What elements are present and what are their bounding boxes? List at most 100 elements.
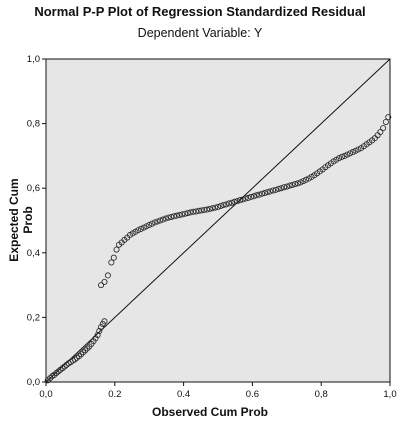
chart-subtitle: Dependent Variable: Y [137,26,263,40]
data-point [96,327,103,334]
x-tick-label: 0,8 [315,389,328,400]
data-point [110,254,117,261]
data-point [303,176,310,183]
data-point [256,191,263,198]
data-point [223,201,230,208]
data-point [154,218,161,225]
data-point [286,182,293,189]
data-point [47,375,54,382]
data-point [300,178,307,185]
data-point [289,181,296,188]
data-point [203,206,210,213]
data-point [184,210,191,217]
data-point [187,209,194,216]
data-point [297,179,304,186]
data-point [355,146,362,153]
data-point [190,208,197,215]
data-point [108,259,115,266]
data-point [181,210,188,217]
x-tick-label: 1,0 [383,389,396,400]
y-tick-label: 1,0 [27,54,40,65]
data-point [173,212,180,219]
data-point [278,185,285,192]
data-point [104,272,111,279]
data-point [261,190,268,197]
data-point [250,193,257,200]
y-tick-label: 0,4 [27,248,40,259]
data-point [137,225,144,232]
data-point [242,195,249,202]
x-tick-label: 0.2 [108,389,121,400]
data-point [92,335,99,342]
data-point [228,199,235,206]
data-point [336,155,343,162]
data-point [143,223,150,230]
data-point [176,212,183,219]
data-point [214,203,221,210]
data-point [272,186,279,193]
data-point [140,224,147,231]
data-point [253,192,260,199]
data-point [226,200,233,207]
data-point [82,347,89,354]
data-point [245,194,252,201]
y-tick-label: 0,6 [27,183,40,194]
data-point [198,207,205,214]
data-point [283,183,290,190]
data-point [377,128,384,135]
data-point [162,215,169,222]
data-point [270,187,277,194]
data-point [344,151,351,158]
data-point [201,206,208,213]
data-point [195,207,202,214]
data-point [192,208,199,215]
data-point [146,222,153,229]
data-point [248,193,255,200]
data-point [76,353,83,360]
data-point [101,318,108,325]
data-point [237,197,244,204]
x-tick-label: 0.4 [177,389,190,400]
data-point [341,152,348,159]
y-tick-label: 0,0 [27,377,40,388]
data-point [259,190,266,197]
data-point [101,278,108,285]
data-point [209,205,216,212]
chart-title: Normal P-P Plot of Regression Standardiz… [34,4,366,19]
data-point [168,213,175,220]
data-point [78,351,85,358]
x-axis-label: Observed Cum Prob [151,405,269,419]
data-point [80,349,87,356]
data-point [170,213,177,220]
y-tick-label: 0,2 [27,312,40,323]
data-point [275,185,282,192]
data-point [349,149,356,156]
data-point [151,219,158,226]
data-point [206,205,213,212]
data-point [179,211,186,218]
x-tick-label: 0,0 [39,389,52,400]
data-point [51,371,58,378]
data-point [113,246,120,253]
data-point [157,217,164,224]
data-point [159,216,166,223]
data-point [217,202,224,209]
x-tick-label: 0.6 [246,389,259,400]
data-point [239,196,246,203]
data-point [231,198,238,205]
data-point [292,181,299,188]
data-point [220,201,227,208]
data-point [84,345,91,352]
data-point [212,204,219,211]
data-point [165,214,172,221]
data-point [380,125,387,132]
data-point [98,324,105,331]
data-point [347,150,354,157]
data-point [338,153,345,160]
data-point [294,180,301,187]
data-point [148,220,155,227]
y-tick-label: 0,8 [27,119,40,130]
data-point [385,114,392,121]
data-point [352,147,359,154]
